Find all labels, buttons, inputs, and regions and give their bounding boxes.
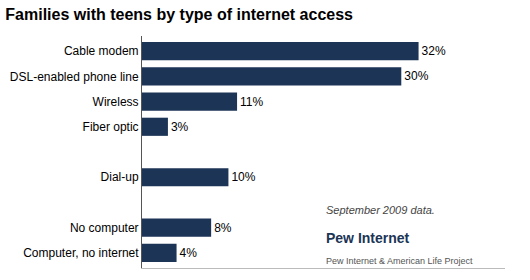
- svg-text:Fiber optic: Fiber optic: [83, 120, 139, 134]
- svg-text:September 2009 data.: September 2009 data.: [326, 204, 435, 216]
- svg-text:3%: 3%: [171, 120, 189, 134]
- svg-text:32%: 32%: [422, 44, 446, 58]
- svg-text:Wireless: Wireless: [93, 95, 139, 109]
- svg-text:10%: 10%: [231, 170, 255, 184]
- svg-text:8%: 8%: [214, 221, 232, 235]
- svg-text:4%: 4%: [180, 246, 198, 260]
- svg-text:Dial-up: Dial-up: [101, 170, 139, 184]
- svg-text:11%: 11%: [240, 95, 263, 109]
- svg-text:Computer, no internet: Computer, no internet: [23, 246, 139, 260]
- svg-text:Families with teens by type of: Families with teens by type of internet …: [5, 6, 353, 23]
- svg-text:30%: 30%: [404, 69, 428, 83]
- svg-text:No computer: No computer: [70, 221, 139, 235]
- svg-text:DSL-enabled phone line: DSL-enabled phone line: [10, 70, 139, 84]
- svg-text:Pew Internet & American Life P: Pew Internet & American Life Project: [326, 256, 473, 266]
- svg-text:Cable modem: Cable modem: [64, 44, 139, 58]
- svg-text:Pew Internet: Pew Internet: [326, 230, 410, 246]
